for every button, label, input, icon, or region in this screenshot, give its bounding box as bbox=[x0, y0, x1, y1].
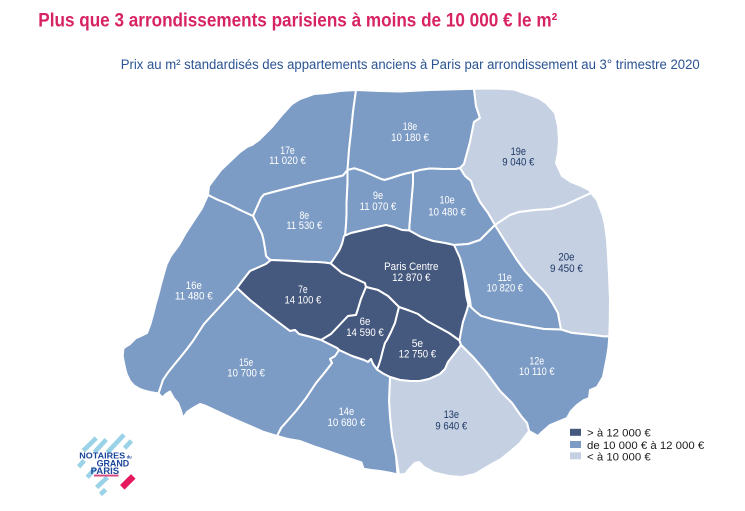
svg-text:10 680 €: 10 680 € bbox=[328, 417, 366, 429]
svg-text:11 070 €: 11 070 € bbox=[360, 201, 397, 213]
svg-text:10 180 €: 10 180 € bbox=[391, 132, 429, 144]
svg-text:15e: 15e bbox=[239, 357, 253, 369]
svg-text:10 820 €: 10 820 € bbox=[487, 283, 523, 295]
svg-text:Prix au m² standardisés des ap: Prix au m² standardisés des appartements… bbox=[121, 57, 700, 72]
svg-text:11 020 €: 11 020 € bbox=[269, 155, 306, 167]
svg-text:NOTAIRES: NOTAIRES bbox=[79, 451, 125, 461]
svg-text:< à 10 000 €: < à 10 000 € bbox=[587, 451, 651, 463]
svg-text:18e: 18e bbox=[403, 121, 418, 133]
svg-text:11 530 €: 11 530 € bbox=[286, 220, 322, 232]
svg-text:6e: 6e bbox=[360, 316, 371, 328]
svg-text:9e: 9e bbox=[373, 190, 383, 202]
svg-text:16e: 16e bbox=[186, 280, 202, 292]
svg-text:14e: 14e bbox=[339, 406, 355, 418]
svg-text:12 870 €: 12 870 € bbox=[392, 272, 430, 284]
svg-text:PARIS: PARIS bbox=[91, 466, 120, 476]
svg-text:14 100 €: 14 100 € bbox=[284, 294, 321, 306]
svg-text:> à 12 000 €: > à 12 000 € bbox=[587, 428, 651, 440]
svg-text:9 640 €: 9 640 € bbox=[435, 421, 467, 433]
svg-text:10 700 €: 10 700 € bbox=[227, 368, 265, 380]
svg-text:Plus que 3 arrondissements par: Plus que 3 arrondissements parisiens à m… bbox=[38, 11, 557, 32]
svg-text:12 750 €: 12 750 € bbox=[399, 349, 437, 361]
svg-text:Paris Centre: Paris Centre bbox=[384, 261, 438, 273]
svg-text:17e: 17e bbox=[280, 145, 295, 157]
svg-text:13e: 13e bbox=[444, 409, 459, 421]
svg-text:20e: 20e bbox=[558, 251, 574, 263]
svg-text:19e: 19e bbox=[511, 146, 526, 158]
svg-text:11e: 11e bbox=[498, 272, 512, 284]
svg-text:10 110 €: 10 110 € bbox=[519, 366, 555, 378]
svg-text:7e: 7e bbox=[298, 284, 308, 296]
svg-text:10e: 10e bbox=[440, 195, 455, 207]
svg-text:de 10 000 € à 12 000 €: de 10 000 € à 12 000 € bbox=[587, 440, 705, 452]
svg-text:8e: 8e bbox=[299, 210, 309, 222]
svg-text:10 480 €: 10 480 € bbox=[428, 207, 466, 219]
svg-text:9 450 €: 9 450 € bbox=[550, 263, 583, 275]
svg-text:14 590 €: 14 590 € bbox=[346, 327, 384, 339]
svg-text:5e: 5e bbox=[412, 338, 423, 350]
svg-text:12e: 12e bbox=[529, 355, 544, 367]
svg-text:GRAND: GRAND bbox=[97, 459, 130, 469]
svg-text:du: du bbox=[127, 454, 133, 459]
svg-text:11 480 €: 11 480 € bbox=[175, 290, 213, 302]
svg-text:9 040 €: 9 040 € bbox=[502, 157, 534, 169]
